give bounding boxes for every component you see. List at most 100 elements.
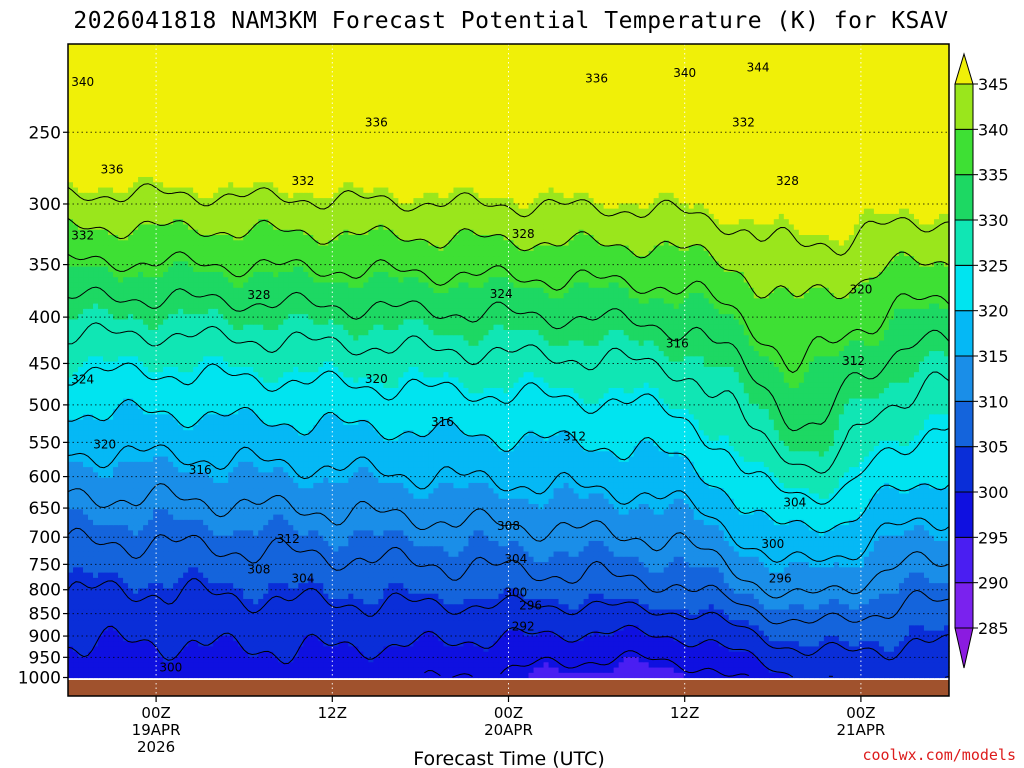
field-cell [593, 614, 600, 621]
field-cell [808, 635, 815, 642]
field-cell [488, 593, 495, 599]
field-cell [823, 603, 830, 610]
field-cell [253, 635, 259, 642]
field-cell [498, 619, 505, 626]
field-cell [193, 535, 199, 541]
field-cell [483, 593, 490, 599]
field-cell [293, 587, 299, 594]
field-cell [93, 614, 99, 621]
field-cell [213, 572, 219, 578]
field-cell [278, 550, 284, 557]
field-cell [278, 545, 284, 552]
field-cell [308, 572, 314, 578]
field-cell [233, 630, 239, 636]
field-cell [293, 545, 299, 552]
field-cell [573, 619, 580, 626]
field-cell [618, 656, 625, 663]
field-cell [463, 651, 470, 657]
field-cell [768, 535, 775, 541]
field-cell [538, 645, 545, 652]
field-cell [703, 645, 710, 652]
field-cell [628, 635, 635, 642]
field-cell [418, 661, 425, 668]
field-cell [453, 566, 460, 573]
field-cell [178, 672, 184, 679]
field-cell [713, 577, 720, 584]
field-cell [333, 540, 339, 547]
field-cell [713, 593, 720, 599]
field-cell [438, 561, 445, 568]
field-cell [653, 624, 660, 631]
field-cell [353, 624, 359, 631]
field-cell [588, 535, 595, 541]
field-cell [93, 672, 99, 679]
field-cell [583, 651, 590, 657]
field-cell [888, 550, 895, 557]
field-cell [103, 577, 109, 584]
field-cell [558, 582, 565, 589]
field-cell [133, 645, 139, 652]
field-cell [608, 603, 615, 610]
field-cell [103, 535, 109, 541]
field-cell [928, 656, 935, 663]
field-cell [613, 619, 620, 626]
field-cell [273, 598, 279, 605]
field-cell [713, 635, 720, 642]
field-cell [923, 529, 930, 536]
field-cell [683, 640, 690, 647]
field-cell [338, 661, 344, 668]
field-cell [758, 593, 765, 599]
field-cell [743, 635, 750, 642]
field-cell [813, 540, 820, 547]
field-cell [353, 593, 359, 599]
field-cell [878, 672, 885, 679]
field-cell [273, 672, 279, 679]
field-cell [173, 603, 179, 610]
field-cell [773, 577, 780, 584]
field-cell [328, 666, 334, 673]
field-cell [523, 614, 530, 621]
field-cell [708, 672, 715, 679]
field-cell [813, 593, 820, 599]
field-cell [168, 661, 174, 668]
field-cell [288, 577, 294, 584]
field-cell [738, 603, 745, 610]
field-cell [433, 572, 440, 578]
field-cell [143, 656, 149, 663]
field-cell [613, 608, 620, 615]
field-cell [618, 577, 625, 584]
field-cell [683, 550, 690, 557]
field-cell [378, 572, 384, 578]
field-cell [303, 672, 309, 679]
field-cell [223, 624, 229, 631]
field-cell [883, 614, 890, 621]
field-cell [348, 614, 354, 621]
field-cell [513, 661, 520, 668]
field-cell [158, 666, 164, 673]
field-cell [513, 535, 520, 541]
field-cell [503, 535, 510, 541]
field-cell [863, 614, 870, 621]
field-cell [228, 535, 234, 541]
field-cell [738, 624, 745, 631]
field-cell [138, 624, 144, 631]
field-cell [443, 672, 450, 679]
field-cell [323, 556, 329, 563]
field-cell [463, 661, 470, 668]
field-cell [268, 566, 274, 573]
field-cell [298, 572, 304, 578]
field-cell [383, 566, 389, 573]
field-cell [558, 572, 565, 578]
field-cell [713, 603, 720, 610]
field-cell [383, 545, 389, 552]
field-cell [458, 529, 465, 536]
field-cell [288, 603, 294, 610]
field-cell [173, 661, 179, 668]
field-cell [393, 535, 399, 541]
field-cell [748, 645, 755, 652]
field-cell [623, 566, 630, 573]
field-cell [673, 598, 680, 605]
field-cell [673, 630, 680, 636]
field-cell [653, 672, 660, 679]
field-cell [798, 598, 805, 605]
